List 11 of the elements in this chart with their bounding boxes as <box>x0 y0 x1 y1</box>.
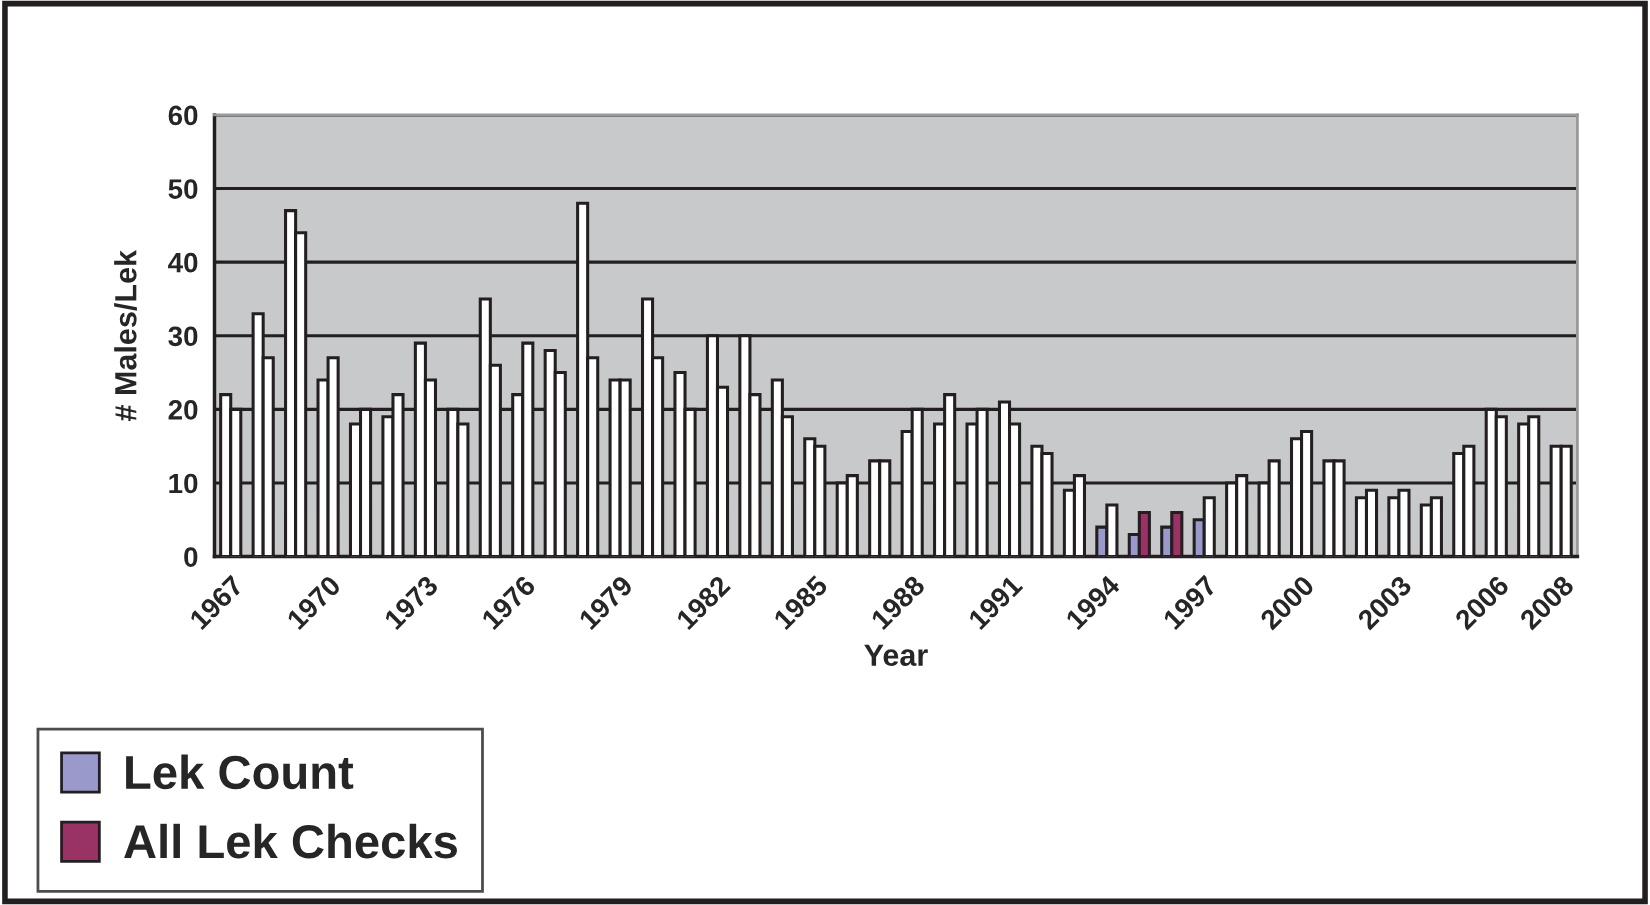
y-tick-label: 30 <box>168 326 198 347</box>
legend-label: Lek Count <box>126 754 354 790</box>
y-tick-label: 20 <box>168 400 198 420</box>
y-tick-label: 10 <box>169 473 198 494</box>
y-axis-title: # Males/Lek <box>114 249 137 421</box>
legend-label: All Lek Checks <box>124 823 457 859</box>
y-tick-label: 60 <box>168 105 198 126</box>
y-tick-label: 40 <box>168 252 198 273</box>
x-axis-title: Year <box>864 644 928 667</box>
y-tick-label: 0 <box>184 547 198 567</box>
y-tick-label: 50 <box>168 179 198 199</box>
